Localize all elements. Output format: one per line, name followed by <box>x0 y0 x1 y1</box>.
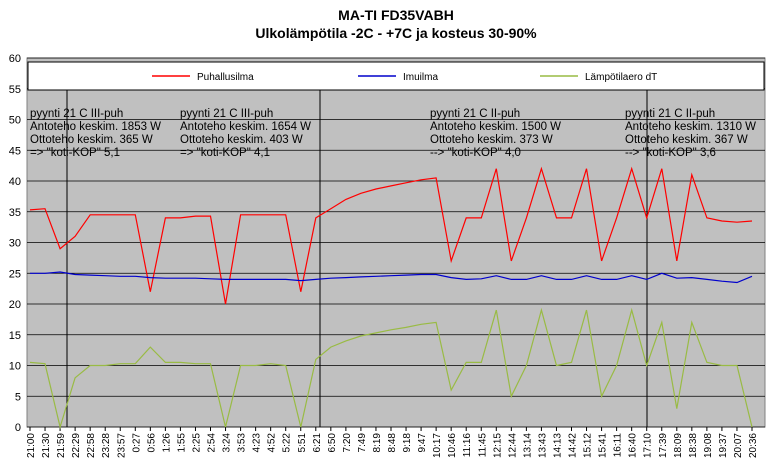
x-tick-label: 4:23 <box>252 433 263 453</box>
annotation: Antoteho keskim. 1853 W <box>30 121 161 133</box>
x-tick-label: 20:07 <box>733 433 744 458</box>
x-tick-label: 7:49 <box>357 433 368 453</box>
y-tick-label: 55 <box>9 84 21 96</box>
x-tick-label: 5:22 <box>282 433 293 453</box>
x-tick-label: 18:09 <box>673 433 684 458</box>
annotation: --> "koti-KOP" 3,6 <box>625 147 716 159</box>
x-tick-label: 9:18 <box>402 433 413 453</box>
y-tick-label: 30 <box>9 238 21 250</box>
x-tick-label: 18:38 <box>688 433 699 458</box>
x-tick-label: 6:21 <box>312 433 323 453</box>
x-tick-label: 17:39 <box>658 433 669 458</box>
series-line <box>29 307 753 430</box>
x-tick-label: 23:57 <box>116 433 127 458</box>
x-tick-label: 13:43 <box>537 433 548 458</box>
x-tick-label: 6:50 <box>327 433 338 453</box>
x-tick-label: 21:59 <box>56 433 67 458</box>
x-tick-label: 11:45 <box>477 433 488 458</box>
y-tick-label: 20 <box>9 299 21 311</box>
x-tick-label: 21:00 <box>26 433 37 458</box>
annotation: pyynti 21 C II-puh <box>625 108 715 120</box>
x-tick-label: 5:51 <box>297 433 308 453</box>
x-tick-label: 14:42 <box>568 433 579 458</box>
x-tick-label: 3:53 <box>237 433 248 453</box>
y-tick-label: 15 <box>9 330 21 342</box>
x-tick-label: 20:36 <box>748 433 759 458</box>
y-tick-label: 25 <box>9 268 21 280</box>
annotation: Antoteho keskim. 1654 W <box>180 121 311 133</box>
x-tick-label: 12:15 <box>492 433 503 458</box>
x-tick-label: 16:11 <box>613 433 624 458</box>
x-tick-label: 16:40 <box>628 433 639 458</box>
annotation: --> "koti-KOP" 4,0 <box>430 147 521 159</box>
x-tick-label: 1:55 <box>176 433 187 453</box>
x-tick-label: 22:58 <box>86 433 97 458</box>
x-tick-label: 15:12 <box>583 433 594 458</box>
x-tick-label: 12:44 <box>507 433 518 458</box>
annotation: pyynti 21 C III-puh <box>30 108 123 120</box>
annotation: => "koti-KOP" 5,1 <box>30 147 120 159</box>
x-tick-label: 23:28 <box>101 433 112 458</box>
x-tick-label: 17:10 <box>643 433 654 458</box>
y-tick-label: 50 <box>9 115 21 127</box>
y-tick-label: 0 <box>15 422 21 434</box>
x-tick-label: 8:19 <box>372 433 383 453</box>
x-tick-label: 13:14 <box>522 433 533 458</box>
x-tick-label: 10:46 <box>447 433 458 458</box>
annotation: pyynti 21 C III-puh <box>180 108 273 120</box>
y-tick-label: 35 <box>9 207 21 219</box>
y-tick-label: 10 <box>9 361 21 373</box>
x-tick-label: 8:48 <box>387 433 398 453</box>
x-tick-label: 0:56 <box>146 433 157 453</box>
x-tick-label: 15:41 <box>598 433 609 458</box>
x-tick-label: 11:16 <box>462 433 473 458</box>
x-tick-label: 19:37 <box>718 433 729 458</box>
annotation: Ottoteho keskim. 367 W <box>625 134 748 146</box>
legend-label: Puhallusilma <box>197 72 254 83</box>
annotation: => "koti-KOP" 4,1 <box>180 147 270 159</box>
x-tick-label: 9:47 <box>417 433 428 453</box>
legend-label: Lämpötilaero dT <box>585 72 657 83</box>
x-tick-label: 2:54 <box>207 433 218 453</box>
legend-label: Imuilma <box>403 72 438 83</box>
x-tick-label: 0:27 <box>131 433 142 453</box>
series-line <box>29 166 753 305</box>
annotation: Antoteho keskim. 1500 W <box>430 121 561 133</box>
series-line <box>30 271 753 284</box>
x-tick-label: 4:52 <box>267 433 278 453</box>
x-tick-label: 3:24 <box>222 433 233 453</box>
x-tick-label: 2:25 <box>191 433 202 453</box>
annotation: Ottoteho keskim. 373 W <box>430 134 553 146</box>
chart-title: MA-TI FD35VABH <box>338 7 454 23</box>
y-tick-label: 60 <box>9 53 21 65</box>
annotation: Ottoteho keskim. 403 W <box>180 134 303 146</box>
x-tick-label: 7:20 <box>342 433 353 453</box>
y-tick-label: 40 <box>9 176 21 188</box>
x-tick-label: 21:30 <box>41 433 52 458</box>
annotation: Antoteho keskim. 1310 W <box>625 121 756 133</box>
chart-subtitle: Ulkolämpötila -2C - +7C ja kosteus 30-90… <box>255 25 537 41</box>
y-tick-label: 45 <box>9 145 21 157</box>
x-tick-label: 19:08 <box>703 433 714 458</box>
y-tick-label: 5 <box>15 391 21 403</box>
x-tick-label: 1:26 <box>161 433 172 453</box>
x-tick-label: 14:13 <box>552 433 563 458</box>
annotation: Ottoteho keskim. 365 W <box>30 134 153 146</box>
x-tick-label: 22:29 <box>71 433 82 458</box>
x-tick-label: 10:17 <box>432 433 443 458</box>
annotation: pyynti 21 C II-puh <box>430 108 520 120</box>
